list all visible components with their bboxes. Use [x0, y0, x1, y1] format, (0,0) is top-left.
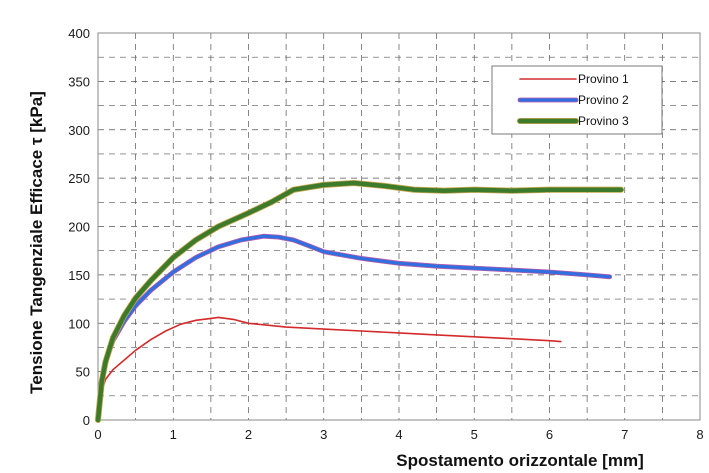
y-axis-title: Tensione Tangenziale Efficace τ [kPa] [27, 91, 46, 394]
legend-label-2: Provino 2 [578, 93, 629, 107]
legend-label-1: Provino 1 [578, 72, 629, 86]
y-tick-label: 0 [83, 413, 90, 428]
x-tick-label: 8 [696, 427, 703, 442]
x-tick-label: 4 [395, 427, 402, 442]
x-tick-label: 0 [94, 427, 101, 442]
x-tick-label: 1 [170, 427, 177, 442]
grid [98, 33, 700, 420]
legend: Provino 1 Provino 2 Provino 3 [491, 65, 663, 135]
y-axis-tick-labels: 0 50 100 150 200 250 300 350 400 [68, 26, 90, 428]
y-tick-label: 350 [68, 74, 90, 89]
series-layer [94, 179, 625, 424]
legend-label-3: Provino 3 [578, 114, 629, 128]
y-tick-label: 200 [68, 220, 90, 235]
y-tick-label: 50 [76, 365, 90, 380]
x-axis-title: Spostamento orizzontale [mm] [396, 451, 643, 470]
series-line-1 [97, 316, 562, 421]
series-line-3 [95, 180, 624, 423]
y-tick-label: 100 [68, 316, 90, 331]
y-tick-label: 150 [68, 268, 90, 283]
y-tick-label: 250 [68, 171, 90, 186]
x-tick-label: 2 [245, 427, 252, 442]
plot-area-border [97, 32, 701, 421]
x-tick-label: 6 [546, 427, 553, 442]
x-axis-tick-labels: 0 1 2 3 4 5 6 7 8 [94, 427, 703, 442]
x-tick-label: 3 [320, 427, 327, 442]
y-tick-label: 300 [68, 123, 90, 138]
x-tick-label: 5 [471, 427, 478, 442]
x-tick-label: 7 [621, 427, 628, 442]
y-tick-label: 400 [68, 26, 90, 41]
